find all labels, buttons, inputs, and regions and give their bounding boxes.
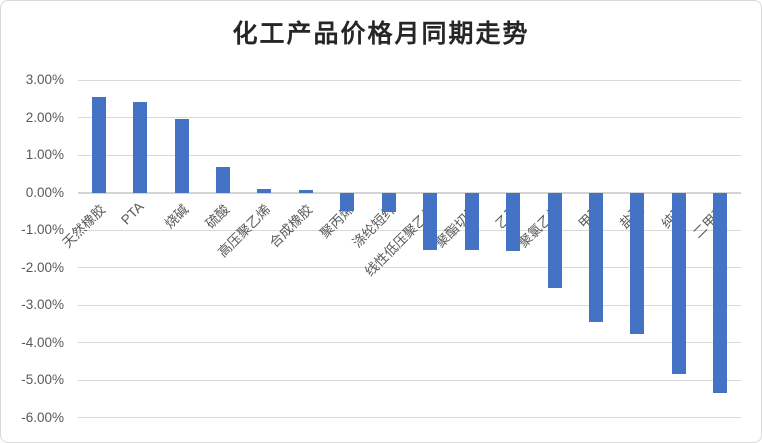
bar-聚酯切片 [464, 192, 479, 250]
bar-聚丙烯 [340, 192, 355, 211]
x-axis-category-label: 烧碱 [161, 201, 192, 232]
bar-PTA [133, 101, 148, 193]
bar-线性低压聚乙烯 [423, 192, 438, 250]
bar-天然橡胶 [91, 96, 106, 193]
bar-高压聚乙烯 [257, 188, 272, 193]
x-axis-category-label: PTA [118, 198, 147, 227]
y-gridline [78, 417, 741, 418]
bar-二甲苯 [713, 192, 728, 394]
bar-合成橡胶 [298, 189, 313, 193]
bar-硫酸 [216, 167, 231, 193]
y-gridline [78, 79, 741, 81]
bar-纯碱 [671, 192, 686, 375]
y-axis-tick-label: 0.00% [25, 184, 64, 200]
bar-涤纶短纤 [381, 192, 396, 212]
x-axis-category-label: 天然橡胶 [59, 201, 109, 251]
bar-烧碱 [174, 119, 189, 193]
bar-乙醇 [506, 192, 521, 251]
bar-聚氯乙烯 [547, 192, 562, 289]
y-axis-tick-label: 3.00% [25, 72, 64, 87]
y-axis-tick-label: -4.00% [21, 334, 64, 350]
x-axis-category-label: 合成橡胶 [266, 201, 316, 251]
bar-盐酸 [630, 192, 645, 335]
bar-甲醇 [588, 192, 603, 322]
x-axis-category-label: 硫酸 [202, 201, 233, 232]
y-gridline [78, 154, 741, 156]
y-axis-tick-label: -1.00% [21, 222, 64, 237]
y-gridline [78, 342, 741, 343]
y-gridline [78, 267, 741, 268]
y-gridline [78, 229, 741, 231]
zero-axis-line [78, 191, 741, 194]
y-gridline [78, 304, 741, 306]
y-axis-tick-label: 1.00% [25, 147, 64, 162]
y-axis-tick-label: -2.00% [21, 259, 64, 275]
y-gridline [78, 117, 741, 118]
y-axis-tick-label: -3.00% [21, 297, 64, 312]
y-gridline [78, 379, 741, 381]
y-axis-tick-label: -6.00% [21, 409, 64, 425]
y-axis-tick-label: -5.00% [21, 372, 64, 387]
chart-title: 化工产品价格月同期走势 [232, 19, 530, 48]
y-axis-tick-label: 2.00% [25, 109, 64, 125]
